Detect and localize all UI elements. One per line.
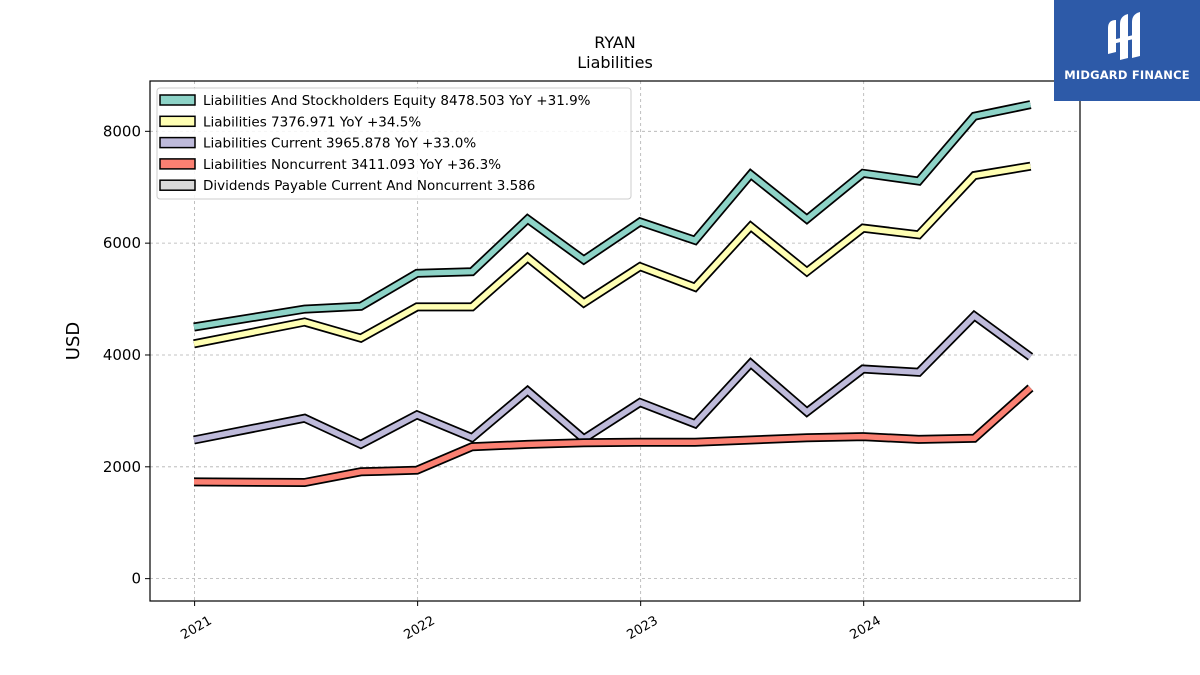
series-line-fill <box>193 312 1033 448</box>
legend-swatch <box>159 94 196 106</box>
legend: Liabilities And Stockholders Equity 8478… <box>156 87 632 200</box>
x-tick-label: 2021 <box>178 613 214 643</box>
logo-brand-text: MIDGARD FINANCE <box>1064 68 1190 82</box>
chart-subtitle: Liabilities <box>577 53 653 72</box>
y-tick-label: 2000 <box>103 458 141 476</box>
y-tick-label: 4000 <box>103 346 141 364</box>
brand-logo: MIDGARD FINANCE <box>1054 0 1200 101</box>
legend-swatch <box>159 136 196 149</box>
legend-swatch <box>159 158 196 170</box>
legend-swatch <box>159 115 196 128</box>
series-layer <box>193 100 1034 488</box>
x-tick-label: 2024 <box>848 613 884 643</box>
x-tick-label: 2022 <box>401 613 437 643</box>
series-line <box>193 100 1032 332</box>
series-line <box>193 161 1032 349</box>
legend-label: Liabilities Noncurrent 3411.093 YoY +36.… <box>203 157 501 173</box>
y-axis-label: USD <box>63 322 84 360</box>
series-line-fill <box>193 101 1032 330</box>
series-line-outline <box>193 384 1034 488</box>
x-tick-label: 2023 <box>625 613 661 643</box>
legend-swatch <box>159 179 196 191</box>
y-tick-label: 6000 <box>103 234 141 252</box>
legend-label: Liabilities And Stockholders Equity 8478… <box>203 93 591 109</box>
series-line <box>193 309 1034 450</box>
y-tick-label: 8000 <box>103 122 141 140</box>
series-line-fill <box>193 163 1031 347</box>
legend-label: Liabilities 7376.971 YoY +34.5% <box>203 114 421 130</box>
y-tick-label: 0 <box>131 570 141 588</box>
legend-label: Dividends Payable Current And Noncurrent… <box>203 178 535 194</box>
series-line-fill <box>193 385 1033 486</box>
y-axis: 0 2000 4000 6000 8000 <box>103 122 150 588</box>
series-line <box>193 384 1034 488</box>
legend-box <box>156 87 632 200</box>
logo-mark-icon <box>1108 12 1140 60</box>
legend-label: Liabilities Current 3965.878 YoY +33.0% <box>203 136 476 152</box>
plot-frame <box>149 80 1081 602</box>
chart-title: RYAN <box>594 33 636 52</box>
x-axis: 2021 2022 2023 2024 <box>178 601 884 643</box>
